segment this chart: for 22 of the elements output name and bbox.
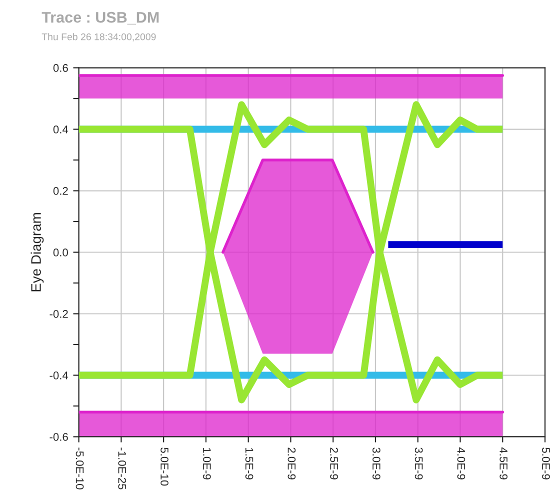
chart-subtitle: Thu Feb 26 18:34:00,2009 [42, 33, 156, 42]
x-tick-label: 2.5E-9 [330, 448, 338, 480]
y-tick-label: 0.4 [53, 126, 68, 134]
y-tick-label: -0.4 [50, 372, 68, 380]
x-tick-label: 5.0E-9 [542, 448, 550, 480]
x-tick-label: 1.0E-9 [202, 448, 211, 480]
x-tick-label: 5.0E-10 [160, 448, 168, 486]
y-tick-label: -0.2 [50, 310, 68, 318]
y-tick-label: 0.6 [53, 64, 68, 72]
y-tick-label: -0.6 [50, 433, 68, 441]
chart-title: Trace : USB_DM [42, 12, 159, 24]
y-tick-label: 0.0 [53, 248, 68, 256]
y-axis-title: Eye Diagram [30, 213, 44, 292]
x-tick-label: -5.0E-10 [76, 448, 84, 490]
y-tick-label: 0.2 [53, 187, 68, 195]
x-tick-label: 1.5E-9 [245, 448, 254, 480]
x-tick-label: 4.5E-9 [500, 447, 508, 480]
x-tick-label: -1.0E-25 [118, 448, 126, 490]
x-tick-label: 3.0E-9 [372, 448, 380, 480]
x-tick-label: 2.0E-9 [288, 448, 296, 480]
x-tick-label: 4.0E-9 [457, 447, 466, 480]
x-tick-label: 3.5E-9 [414, 448, 423, 480]
